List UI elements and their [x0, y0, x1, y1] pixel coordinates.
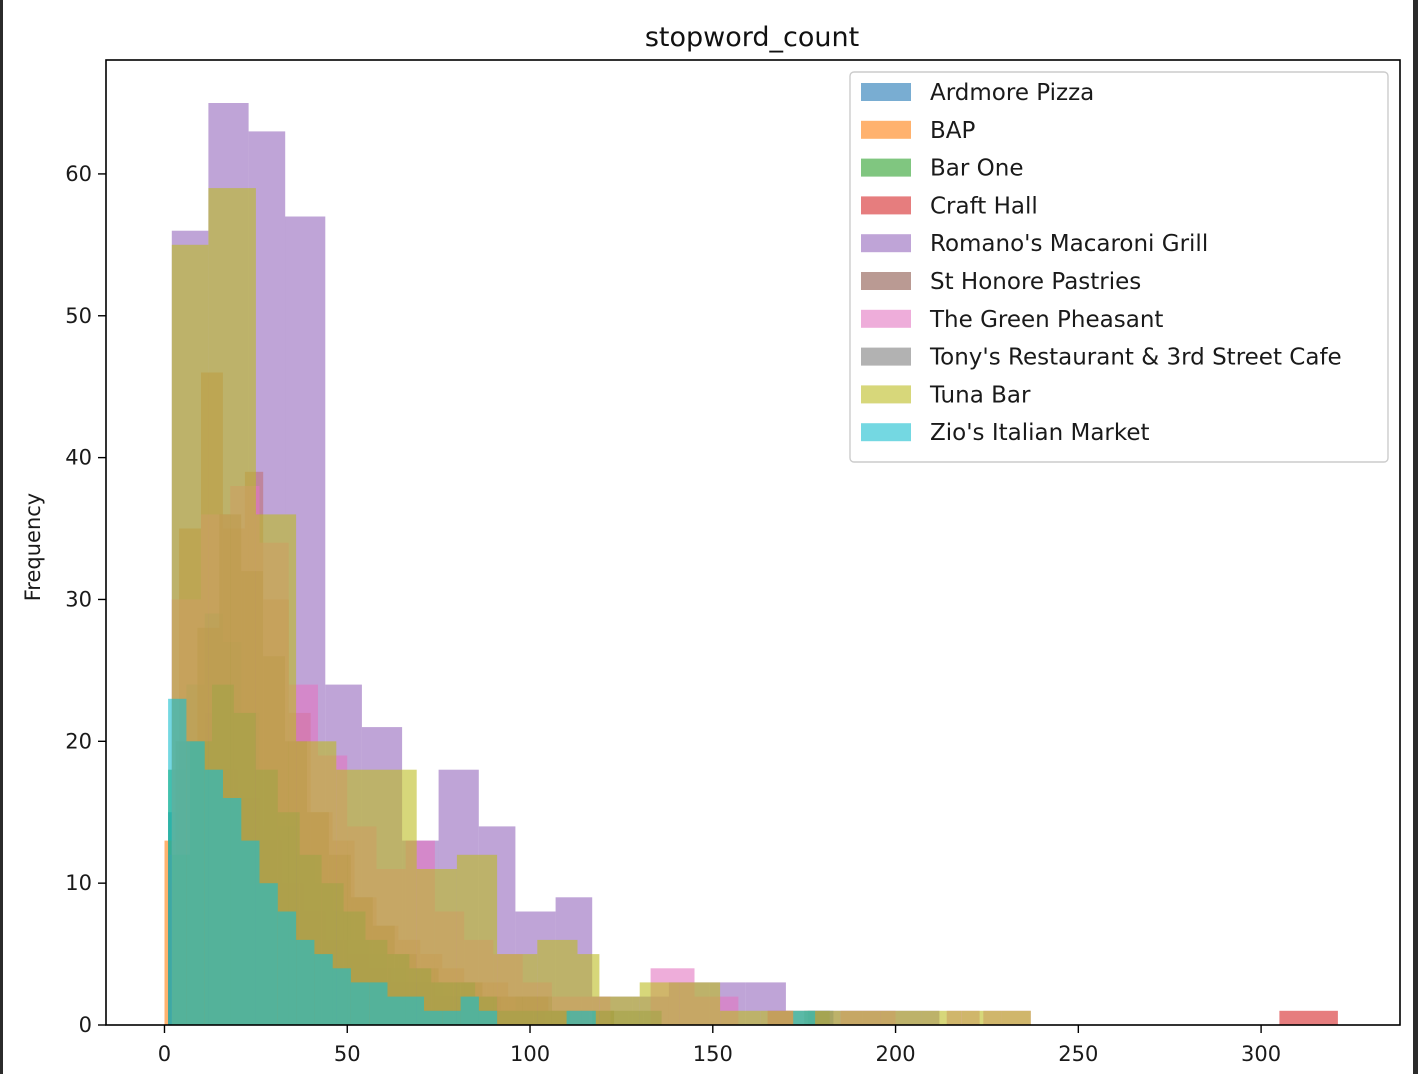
legend-swatch [861, 234, 911, 253]
bar-8-11 [599, 996, 640, 1025]
y-axis-ticks: 0 10 20 30 40 50 60 [65, 162, 106, 1037]
x-tick-label: 100 [510, 1042, 550, 1066]
legend-swatch [861, 272, 911, 290]
legend-swatch [861, 83, 911, 101]
legend-label: The Green Pheasant [929, 307, 1163, 333]
bar-8-18 [880, 1010, 922, 1025]
x-tick-label: 250 [1058, 1042, 1098, 1066]
y-tick-label: 20 [65, 729, 92, 753]
legend-label: Tuna Bar [929, 382, 1031, 408]
legend-label: Bar One [930, 156, 1023, 182]
y-tick-label: 10 [65, 871, 92, 895]
x-axis-ticks: 0 50 100 150 200 250 300 [158, 1025, 1281, 1066]
bar-8-8 [497, 954, 538, 1025]
legend-swatch [861, 120, 911, 139]
bar-9-2 [204, 769, 223, 1025]
y-tick-label: 40 [65, 446, 92, 470]
bar-9-18 [566, 1010, 596, 1025]
bar-8-10 [577, 954, 600, 1025]
bar-9-6 [277, 911, 297, 1025]
legend-swatch [861, 423, 911, 442]
window-frame-right [1413, 0, 1418, 1074]
legend-swatch [861, 309, 911, 328]
bar-9-12 [387, 996, 406, 1025]
bar-8-21 [1001, 1010, 1031, 1025]
legend-swatch [861, 196, 911, 215]
x-tick-label: 0 [158, 1042, 171, 1066]
y-tick-label: 0 [79, 1013, 92, 1037]
bar-9-14 [424, 1010, 443, 1025]
y-tick-label: 60 [65, 162, 92, 186]
chart-title: stopword_count [645, 22, 859, 53]
legend: Ardmore Pizza BAP Bar One Craft Hall Romano'… [849, 71, 1389, 463]
bar-9-7 [296, 939, 315, 1025]
legend-swatch [861, 158, 911, 177]
window-frame-left [0, 0, 3, 1074]
bar-8-15 [760, 1010, 801, 1025]
x-tick-label: 150 [693, 1042, 733, 1066]
y-tick-label: 30 [65, 587, 92, 611]
x-tick-label: 300 [1241, 1042, 1281, 1066]
bar-8-19 [921, 1010, 962, 1025]
bar-9-10 [350, 982, 370, 1025]
plot-frame [105, 59, 1401, 1026]
legend-label: BAP [930, 118, 976, 144]
legend-label: Tony's Restaurant & 3rd Street Cafe [929, 345, 1342, 371]
bar-9-0 [168, 698, 187, 1025]
histogram-bars [164, 103, 1338, 1026]
x-tick-label: 200 [876, 1042, 916, 1066]
legend-label: St Honore Pastries [930, 269, 1141, 295]
y-axis-label: Frequency [21, 493, 45, 602]
bar-8-12 [639, 982, 680, 1025]
bar-8-17 [840, 1010, 881, 1025]
legend-label: Romano's Macaroni Grill [930, 231, 1208, 257]
bar-8-13 [679, 982, 721, 1025]
bar-9-5 [259, 883, 278, 1025]
bar-9-8 [314, 954, 333, 1025]
y-tick-label: 50 [65, 304, 92, 328]
legend-label: Craft Hall [930, 193, 1038, 219]
bar-3-18 [1279, 1010, 1338, 1025]
bar-9-15 [442, 1010, 461, 1025]
bar-8-20 [961, 1010, 1002, 1025]
bar-9-9 [332, 968, 351, 1025]
legend-swatch [861, 347, 911, 366]
bar-9-17 [478, 1010, 498, 1025]
bar-9-3 [223, 798, 242, 1025]
bar-9-16 [460, 996, 479, 1025]
bar-9-19 [793, 1010, 816, 1025]
legend-label: Zio's Italian Market [930, 420, 1150, 446]
bar-8-14 [720, 1010, 761, 1025]
x-tick-label: 50 [334, 1042, 361, 1066]
bar-9-11 [369, 982, 388, 1025]
legend-swatch [861, 385, 911, 404]
legend-label: Ardmore Pizza [930, 80, 1094, 106]
bar-9-13 [405, 996, 424, 1025]
bar-9-4 [241, 840, 260, 1025]
bar-9-1 [186, 741, 205, 1025]
legend-box [849, 71, 1389, 463]
